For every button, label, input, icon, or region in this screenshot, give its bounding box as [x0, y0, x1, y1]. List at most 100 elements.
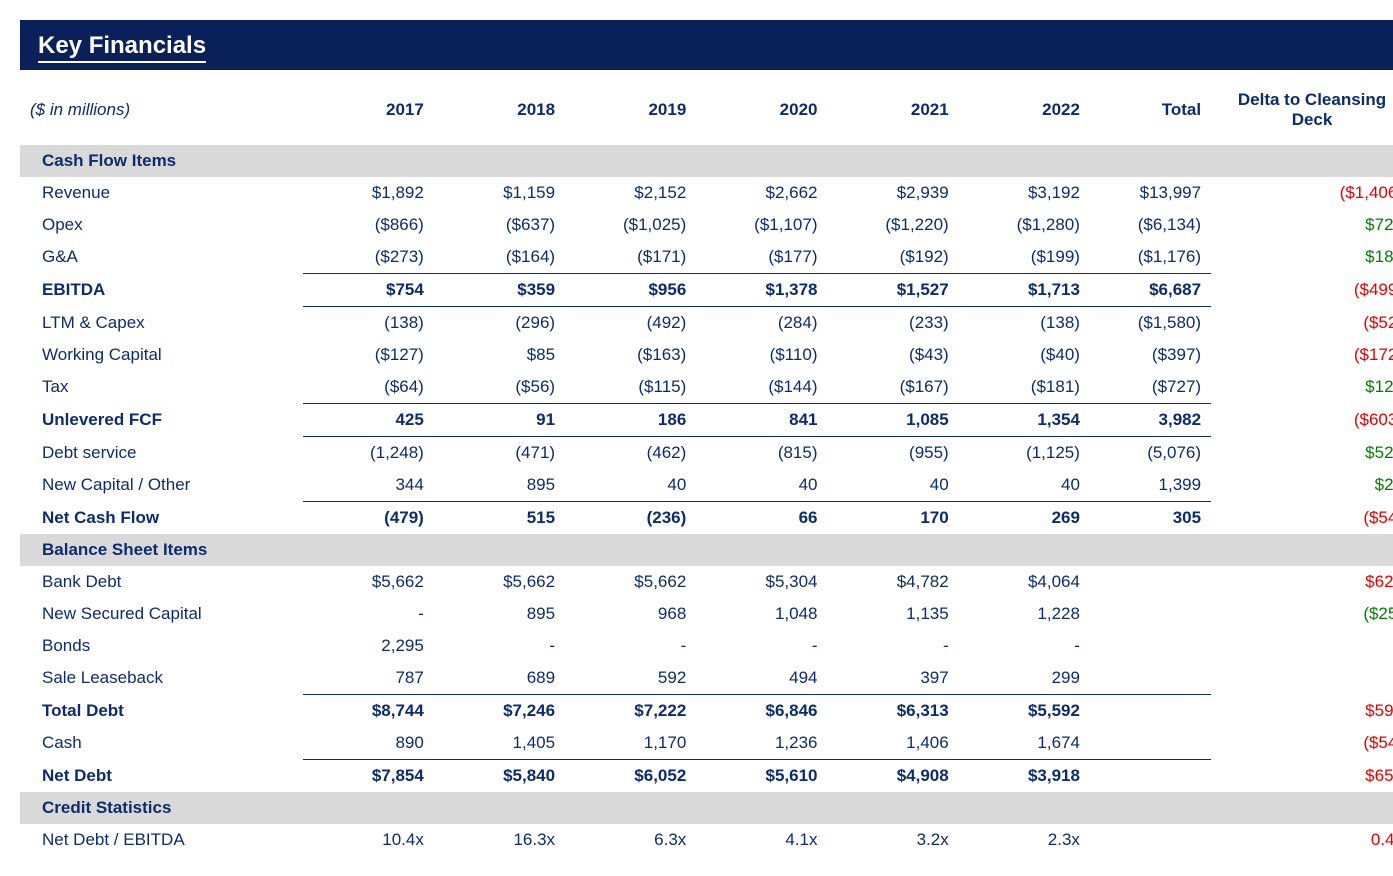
cell-total: (5,076)	[1090, 436, 1211, 469]
row-bonds: Bonds 2,295 - - - - -	[20, 630, 1393, 662]
cell-total	[1090, 727, 1211, 760]
row-sale-leaseback: Sale Leaseback 787 689 592 494 397 299	[20, 662, 1393, 695]
cell: 4.1x	[696, 824, 827, 856]
cell: -	[696, 630, 827, 662]
cell: $7,854	[303, 759, 434, 792]
cell: $1,713	[959, 273, 1090, 306]
cell: $4,064	[959, 566, 1090, 598]
cell: ($866)	[303, 209, 434, 241]
cell: 895	[434, 598, 565, 630]
cell-delta: ($25)	[1211, 598, 1393, 630]
cell-delta: $724	[1211, 209, 1393, 241]
cell-label: Total Debt	[20, 694, 303, 727]
col-2017: 2017	[303, 76, 434, 145]
cell: $5,662	[565, 566, 696, 598]
cell: 40	[696, 469, 827, 502]
section-cash-flow: Cash Flow Items	[20, 145, 1393, 177]
row-net-debt-ebitda: Net Debt / EBITDA 10.4x 16.3x 6.3x 4.1x …	[20, 824, 1393, 856]
cell-total: 1,399	[1090, 469, 1211, 502]
cell-delta: $597	[1211, 694, 1393, 727]
row-working-capital: Working Capital ($127) $85 ($163) ($110)…	[20, 339, 1393, 371]
cell: ($1,220)	[828, 209, 959, 241]
cell: $85	[434, 339, 565, 371]
cell: -	[828, 630, 959, 662]
cell-label: New Secured Capital	[20, 598, 303, 630]
row-revenue: Revenue $1,892 $1,159 $2,152 $2,662 $2,9…	[20, 177, 1393, 209]
cell: 515	[434, 501, 565, 534]
cell-label: Net Debt / EBITDA	[20, 824, 303, 856]
financials-table: ($ in millions) 2017 2018 2019 2020 2021…	[20, 76, 1393, 856]
cell: ($192)	[828, 241, 959, 274]
cell-delta: ($499)	[1211, 273, 1393, 306]
col-2019: 2019	[565, 76, 696, 145]
cell-total: $13,997	[1090, 177, 1211, 209]
cell: $2,662	[696, 177, 827, 209]
cell: 1,228	[959, 598, 1090, 630]
cell: 1,085	[828, 403, 959, 436]
section-label: Credit Statistics	[20, 792, 1393, 824]
row-tax: Tax ($64) ($56) ($115) ($144) ($167) ($1…	[20, 371, 1393, 404]
cell-label: Sale Leaseback	[20, 662, 303, 695]
cell: -	[434, 630, 565, 662]
cell-delta: $121	[1211, 371, 1393, 404]
cell: (1,248)	[303, 436, 434, 469]
row-ltm-capex: LTM & Capex (138) (296) (492) (284) (233…	[20, 306, 1393, 339]
cell: ($167)	[828, 371, 959, 404]
cell: 40	[828, 469, 959, 502]
cell: (138)	[959, 306, 1090, 339]
cell-total	[1090, 630, 1211, 662]
cell-label: Cash	[20, 727, 303, 760]
cell-label: Net Cash Flow	[20, 501, 303, 534]
cell-delta: ($52)	[1211, 306, 1393, 339]
cell: $1,378	[696, 273, 827, 306]
cell: (1,125)	[959, 436, 1090, 469]
cell: 841	[696, 403, 827, 436]
row-new-secured-capital: New Secured Capital - 895 968 1,048 1,13…	[20, 598, 1393, 630]
section-balance-sheet: Balance Sheet Items	[20, 534, 1393, 566]
cell-delta: ($54)	[1211, 727, 1393, 760]
cell-total	[1090, 566, 1211, 598]
cell: $5,304	[696, 566, 827, 598]
slide-title: Key Financials	[38, 32, 206, 63]
cell-delta: ($54)	[1211, 501, 1393, 534]
row-total-debt: Total Debt $8,744 $7,246 $7,222 $6,846 $…	[20, 694, 1393, 727]
cell: (296)	[434, 306, 565, 339]
cell-total: $6,687	[1090, 273, 1211, 306]
cell-label: Bank Debt	[20, 566, 303, 598]
cell-total: ($6,134)	[1090, 209, 1211, 241]
cell: $2,939	[828, 177, 959, 209]
row-debt-service: Debt service (1,248) (471) (462) (815) (…	[20, 436, 1393, 469]
col-2021: 2021	[828, 76, 959, 145]
cell-delta	[1211, 630, 1393, 662]
row-ebitda: EBITDA $754 $359 $956 $1,378 $1,527 $1,7…	[20, 273, 1393, 306]
cell: $5,840	[434, 759, 565, 792]
col-2018: 2018	[434, 76, 565, 145]
cell: $359	[434, 273, 565, 306]
cell-total: ($397)	[1090, 339, 1211, 371]
cell: (955)	[828, 436, 959, 469]
row-bank-debt: Bank Debt $5,662 $5,662 $5,662 $5,304 $4…	[20, 566, 1393, 598]
cell: 170	[828, 501, 959, 534]
cell-label: Net Debt	[20, 759, 303, 792]
cell-total: ($1,176)	[1090, 241, 1211, 274]
cell: $1,527	[828, 273, 959, 306]
cell: 3.2x	[828, 824, 959, 856]
cell: -	[303, 598, 434, 630]
cell: 40	[565, 469, 696, 502]
cell: 1,048	[696, 598, 827, 630]
cell: ($144)	[696, 371, 827, 404]
cell: $2,152	[565, 177, 696, 209]
section-label: Cash Flow Items	[20, 145, 1393, 177]
cell: 2,295	[303, 630, 434, 662]
cell-label: Unlevered FCF	[20, 403, 303, 436]
cell: 2.3x	[959, 824, 1090, 856]
cell: $6,846	[696, 694, 827, 727]
row-net-debt: Net Debt $7,854 $5,840 $6,052 $5,610 $4,…	[20, 759, 1393, 792]
cell: ($1,280)	[959, 209, 1090, 241]
cell: $6,313	[828, 694, 959, 727]
cell: ($637)	[434, 209, 565, 241]
cell: $7,222	[565, 694, 696, 727]
row-cash: Cash 890 1,405 1,170 1,236 1,406 1,674 (…	[20, 727, 1393, 760]
cell: $1,159	[434, 177, 565, 209]
col-2022: 2022	[959, 76, 1090, 145]
